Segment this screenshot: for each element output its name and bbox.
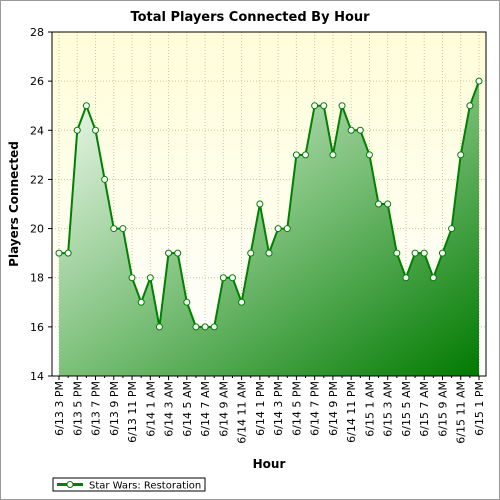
x-tick-label: 6/13 7 PM — [90, 381, 103, 436]
marker — [92, 126, 100, 134]
marker — [210, 323, 218, 331]
x-tick-label: 6/14 1 AM — [144, 381, 157, 437]
marker — [402, 274, 410, 282]
marker — [110, 225, 118, 233]
x-tick-label: 6/15 11 AM — [455, 381, 468, 444]
marker — [311, 102, 319, 110]
y-tick-label: 26 — [30, 75, 44, 88]
x-axis-title: Hour — [253, 457, 286, 471]
marker — [448, 225, 456, 233]
marker — [219, 274, 227, 282]
marker — [228, 274, 236, 282]
x-tick-label: 6/13 5 PM — [71, 381, 84, 436]
x-tick-label: 6/14 11 PM — [345, 381, 358, 443]
marker — [320, 102, 328, 110]
x-tick-label: 6/14 7 PM — [309, 381, 322, 436]
y-tick-label: 22 — [30, 173, 44, 186]
x-tick-label: 6/14 7 AM — [199, 381, 212, 437]
y-tick-label: 18 — [30, 272, 44, 285]
marker — [466, 102, 474, 110]
marker — [338, 102, 346, 110]
marker — [274, 225, 282, 233]
marker — [155, 323, 163, 331]
x-tick-label: 6/13 11 PM — [126, 381, 139, 443]
marker — [457, 151, 465, 159]
marker — [82, 102, 90, 110]
marker — [119, 225, 127, 233]
marker — [420, 249, 428, 257]
marker — [183, 298, 191, 306]
legend: Star Wars: Restoration — [52, 477, 206, 492]
x-tick-label: 6/13 3 PM — [53, 381, 66, 436]
marker — [265, 249, 273, 257]
legend-marker — [66, 481, 74, 488]
marker — [165, 249, 173, 257]
marker — [247, 249, 255, 257]
marker — [375, 200, 383, 208]
x-tick-label: 6/14 11 AM — [236, 381, 249, 444]
marker — [55, 249, 63, 257]
marker — [475, 77, 483, 85]
legend-box — [52, 477, 206, 492]
x-tick-label: 6/15 9 AM — [436, 381, 449, 437]
x-tick-label: 6/13 9 PM — [108, 381, 121, 436]
x-tick-label: 6/14 5 PM — [290, 381, 303, 436]
marker — [302, 151, 310, 159]
y-tick-label: 24 — [30, 124, 44, 137]
marker — [347, 126, 355, 134]
x-tick-label: 6/14 9 PM — [327, 381, 340, 436]
marker — [329, 151, 337, 159]
x-tick-label: 6/14 3 PM — [272, 381, 285, 436]
x-tick-label: 6/15 1 PM — [473, 381, 486, 436]
marker — [128, 274, 136, 282]
marker — [438, 249, 446, 257]
marker — [192, 323, 200, 331]
x-tick-label: 6/14 5 AM — [181, 381, 194, 437]
marker — [283, 225, 291, 233]
chart-title: Total Players Connected By Hour — [130, 10, 370, 25]
x-tick-label: 6/14 9 AM — [217, 381, 230, 437]
marker — [429, 274, 437, 282]
y-tick-label: 20 — [30, 223, 44, 236]
marker — [365, 151, 373, 159]
marker — [174, 249, 182, 257]
plot-border — [51, 31, 487, 377]
marker — [292, 151, 300, 159]
x-tick-label: 6/15 7 AM — [418, 381, 431, 437]
x-tick-label: 6/15 1 AM — [363, 381, 376, 437]
marker — [356, 126, 364, 134]
marker — [393, 249, 401, 257]
x-tick-label: 6/14 1 PM — [254, 381, 267, 436]
y-axis-title: Players Connected — [7, 141, 21, 267]
marker — [238, 298, 246, 306]
marker — [101, 175, 109, 183]
marker — [137, 298, 145, 306]
x-tick-label: 6/15 5 AM — [400, 381, 413, 437]
marker — [201, 323, 209, 331]
marker — [384, 200, 392, 208]
y-tick-label: 16 — [30, 321, 44, 334]
x-tick-label: 6/15 3 AM — [382, 381, 395, 437]
y-tick-label: 14 — [30, 370, 44, 383]
marker — [73, 126, 81, 134]
y-tick-label: 28 — [30, 26, 44, 39]
marker — [411, 249, 419, 257]
area — [59, 81, 479, 377]
marker — [146, 274, 154, 282]
legend-label: Star Wars: Restoration — [89, 481, 201, 492]
x-tick-label: 6/14 3 AM — [163, 381, 176, 437]
marker — [256, 200, 264, 208]
marker — [64, 249, 72, 257]
